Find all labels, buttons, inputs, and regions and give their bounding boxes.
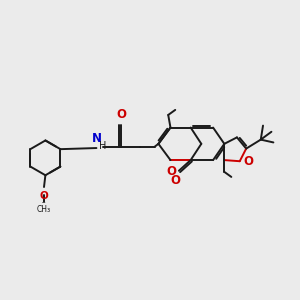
Text: O: O: [116, 108, 126, 121]
Text: O: O: [170, 174, 181, 187]
Text: O: O: [166, 165, 176, 178]
Text: O: O: [243, 155, 253, 168]
Text: O: O: [40, 191, 48, 201]
Text: N: N: [92, 132, 101, 145]
Text: CH₃: CH₃: [37, 205, 51, 214]
Text: Methyl: Methyl: [42, 202, 46, 203]
Text: H: H: [99, 141, 106, 151]
